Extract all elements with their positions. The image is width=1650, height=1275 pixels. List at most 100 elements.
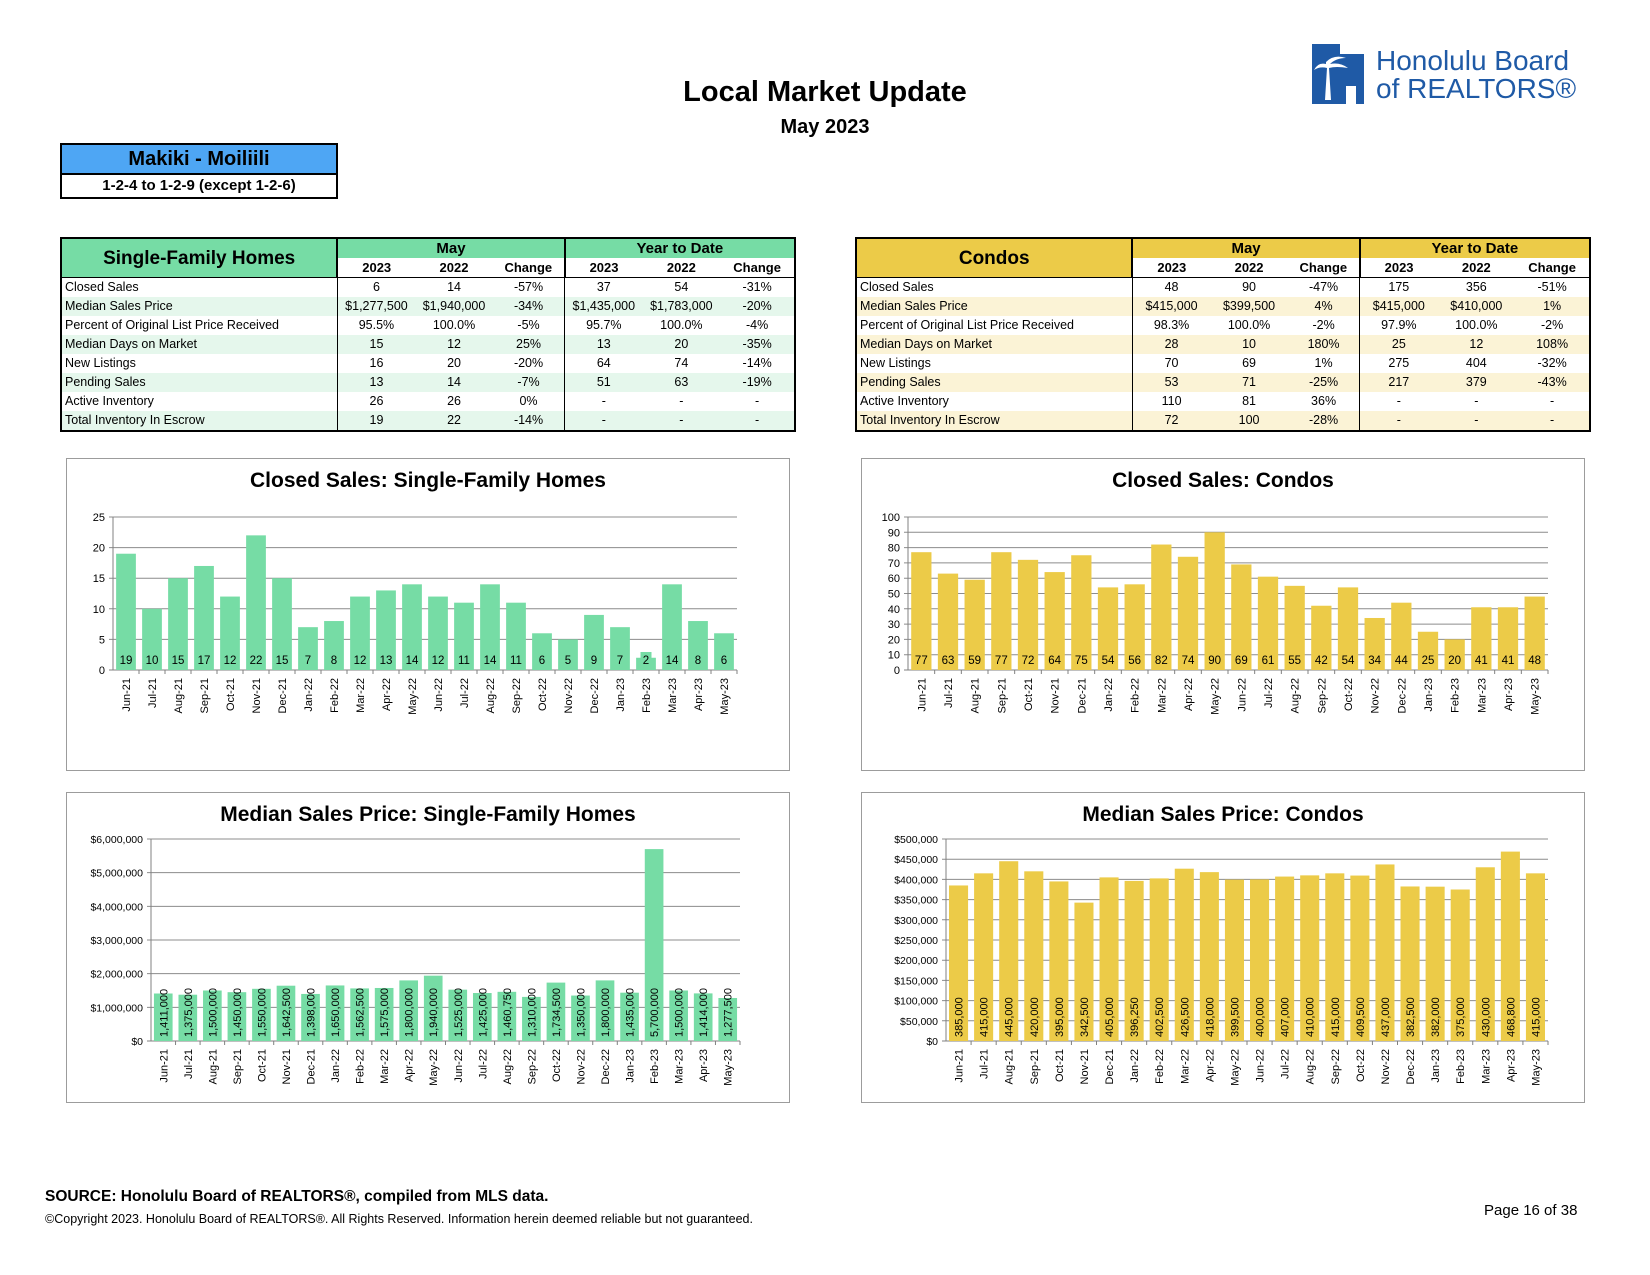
data-label: 54	[1342, 655, 1355, 667]
y-tick-label: 40	[888, 604, 900, 616]
x-tick-label: Jun-22	[453, 1049, 465, 1083]
x-tick-label: Aug-22	[485, 678, 497, 713]
bar	[480, 584, 500, 670]
x-tick-label: Aug-21	[207, 1049, 219, 1084]
y-tick-label: 30	[888, 619, 900, 631]
data-label: 445,000	[1004, 997, 1016, 1037]
bar	[376, 590, 396, 670]
row-label: Median Sales Price	[59, 297, 338, 316]
group-header-month: May	[1132, 237, 1361, 258]
table-cell: 81	[1242, 394, 1257, 408]
table-row: Total Inventory In Escrow 72 100 -28% - - -	[854, 411, 1591, 432]
x-tick-label: Sep-22	[1330, 1049, 1342, 1084]
data-label-bg	[273, 652, 291, 667]
table-cell: -	[1396, 394, 1401, 408]
column-header: 2022	[642, 258, 721, 278]
bar	[1199, 872, 1219, 1041]
x-tick-label: Aug-21	[1004, 1049, 1016, 1084]
data-label: 12	[224, 655, 237, 667]
x-tick-label: Mar-23	[667, 678, 679, 713]
x-tick-label: Jun-21	[954, 1049, 966, 1083]
table-cell: 25	[1391, 337, 1406, 351]
condo-closed-chart: Closed Sales: Condos 0 10 20 30 40 50 60 70 80 90…	[861, 458, 1585, 771]
data-label-bg	[195, 652, 213, 667]
table-row: Pending Sales 53 71 -25% 217 379 -43%	[854, 373, 1591, 392]
bar	[1174, 868, 1194, 1041]
data-label-bg	[1285, 652, 1304, 667]
data-label: 9	[591, 655, 597, 667]
data-label: 42	[1315, 655, 1328, 667]
table-row: New Listings 16 20 -20% 64 74 -14%	[59, 354, 796, 373]
data-label: 375,000	[1455, 997, 1467, 1037]
bar	[325, 985, 345, 1041]
area-box: Makiki - Moiliili 1-2-4 to 1-2-9 (except…	[60, 143, 338, 199]
table-cell: 26	[369, 394, 384, 408]
table-cell: 20	[674, 337, 689, 351]
data-label-bg	[507, 652, 525, 667]
x-tick-label: Jun-21	[916, 678, 928, 712]
table-cell: -47%	[1287, 277, 1361, 297]
bar	[472, 993, 492, 1041]
row-label: Pending Sales	[854, 373, 1133, 392]
bar	[1525, 873, 1545, 1041]
data-label-bg	[992, 652, 1011, 667]
table-row: Closed Sales 48 90 -47% 175 356 -51%	[854, 277, 1591, 297]
data-label: 44	[1395, 655, 1408, 667]
y-tick-label: $150,000	[894, 975, 938, 987]
table-row: Active Inventory 110 81 36% - - -	[854, 392, 1591, 411]
y-tick-label: 15	[93, 573, 105, 585]
y-tick-label: $2,000,000	[90, 969, 143, 981]
x-tick-label: Mar-22	[355, 678, 367, 713]
data-label: 409,500	[1355, 997, 1367, 1037]
table-row: Percent of Original List Price Received 9…	[59, 316, 796, 335]
bar	[644, 849, 664, 1041]
group-header-ytd: Year to Date	[564, 237, 797, 258]
data-label: 342,500	[1079, 997, 1091, 1037]
data-label: 1,460,750	[502, 988, 514, 1037]
table-cell: -2%	[1515, 316, 1591, 335]
table-cell: 28	[1164, 337, 1179, 351]
table-cell: 16	[369, 356, 384, 370]
table-cell: $399,500	[1222, 299, 1276, 313]
page-title: Local Market Update	[683, 76, 967, 108]
column-header: 2022	[415, 258, 493, 278]
table-cell: -51%	[1515, 277, 1591, 297]
data-label: 6	[539, 655, 545, 667]
data-label-bg	[718, 652, 730, 667]
table-cell: 275	[1388, 356, 1410, 370]
table-cell: 98.3%	[1153, 318, 1190, 332]
condo-stats-table: Condos May Year to Date 2023 2022 Change 2023 2…	[854, 237, 1592, 432]
y-tick-label: $100,000	[894, 996, 938, 1008]
data-label: 25	[1422, 655, 1435, 667]
table-cell: 180%	[1287, 335, 1361, 354]
sfh-closed-chart: Closed Sales: Single-Family Homes 0 5 10 15…	[66, 458, 790, 771]
bar	[1475, 867, 1495, 1041]
x-tick-label: Mar-23	[1480, 1049, 1492, 1084]
bar	[402, 584, 422, 670]
table-cell: 70	[1164, 356, 1179, 370]
data-label: 1,435,000	[625, 988, 637, 1037]
x-tick-label: Jan-23	[625, 1049, 637, 1083]
bar	[991, 552, 1012, 670]
row-label: Active Inventory	[59, 392, 338, 411]
data-label-bg	[1339, 652, 1357, 667]
y-tick-label: 80	[888, 543, 900, 555]
data-label-bg	[1365, 652, 1384, 667]
table-cell: 13	[369, 375, 384, 389]
data-label: 69	[1235, 655, 1248, 667]
data-label-bg	[1045, 652, 1064, 667]
table-cell: 217	[1388, 375, 1410, 389]
data-label: 1,375,000	[183, 988, 195, 1037]
column-header: 2023	[337, 258, 416, 278]
x-tick-label: May-23	[1530, 678, 1542, 715]
x-tick-label: Jul-21	[979, 1049, 991, 1079]
data-label: 8	[695, 655, 701, 667]
table-cell: 4%	[1287, 297, 1361, 316]
table-cell: -34%	[492, 297, 566, 316]
row-label: Median Sales Price	[854, 297, 1133, 316]
row-label: New Listings	[854, 354, 1133, 373]
data-label: 19	[120, 655, 133, 667]
x-tick-label: Apr-22	[1183, 678, 1195, 711]
bar	[203, 990, 222, 1041]
data-label: 385,000	[954, 997, 966, 1037]
